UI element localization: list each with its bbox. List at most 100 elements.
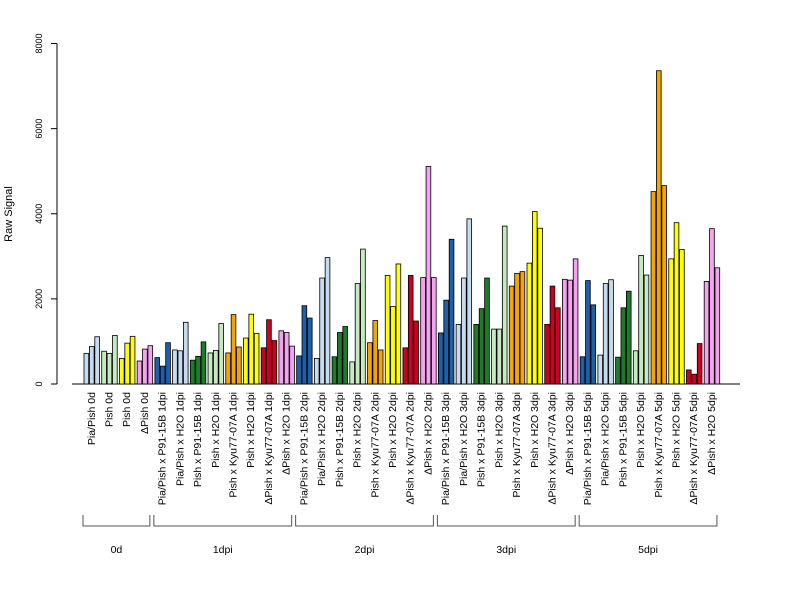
bar (337, 332, 343, 385)
bar (260, 347, 267, 385)
bar (159, 365, 166, 385)
bar (230, 314, 237, 385)
x-tick-label: ΔPish x H2O 2dpi (422, 392, 434, 475)
bar (532, 211, 538, 385)
bar (608, 279, 614, 385)
x-tick-label: Pish x P91-15B 3dpi (476, 392, 488, 487)
bar (89, 346, 95, 385)
bar (491, 328, 497, 385)
bar (526, 262, 533, 385)
bar (313, 358, 320, 385)
bar (331, 356, 338, 385)
bar (632, 350, 639, 385)
bar (172, 349, 178, 385)
x-tick-label: Pia/Pish x P91-15B 5dpi (582, 392, 594, 505)
y-tick-label: 2000 (34, 289, 44, 309)
bar (508, 285, 515, 385)
bar (602, 283, 609, 385)
x-tick-label: Pish x P91-15B 2dpi (334, 392, 346, 487)
x-tick-label: Pia/Pish 0d (86, 392, 98, 445)
x-tick-label: Pia/Pish x H2O 1dpi (174, 392, 186, 486)
bar (136, 360, 143, 385)
bar (501, 225, 508, 385)
bar (253, 332, 260, 385)
group-label: 5dpi (638, 544, 658, 556)
x-tick-label: ΔPish x Kyu77-07A 1dpi (263, 392, 275, 505)
bar (626, 290, 632, 385)
bar (377, 349, 384, 385)
bar (119, 358, 125, 385)
bar (218, 323, 224, 385)
x-tick-labels: Pia/Pish 0d Pish 0d Pish 0d ΔPish 0d Pia/Pis… (86, 392, 718, 505)
x-tick-label: Pish x H2O 1dpi (210, 392, 222, 468)
x-tick-label: ΔPish x H2O 1dpi (281, 392, 293, 475)
bar (213, 349, 219, 385)
bar (349, 361, 355, 385)
bar (189, 359, 196, 385)
bar (278, 330, 285, 385)
bar (283, 332, 290, 385)
bar (83, 352, 90, 385)
bar (703, 281, 710, 385)
bar (466, 218, 473, 385)
x-tick-label: Pish x H2O 3dpi (529, 392, 541, 468)
bar (106, 352, 113, 385)
bar (661, 185, 667, 385)
bar (620, 307, 627, 385)
x-tick-label: Pish x Kyu77-07A 1dpi (228, 392, 240, 498)
bars (83, 70, 721, 385)
bar (384, 275, 391, 385)
bar (478, 308, 485, 385)
x-tick-label: Pish x Kyu77-07A 5dpi (653, 392, 665, 498)
y-tick-label: 6000 (34, 119, 44, 139)
bar (572, 258, 579, 385)
bar (437, 332, 444, 385)
bar (301, 305, 308, 385)
bar (496, 328, 503, 385)
bar (324, 257, 331, 385)
bar (686, 369, 692, 385)
bar (656, 70, 662, 385)
bar (537, 227, 543, 385)
x-tick-label: Pia/Pish x H2O 3dpi (458, 392, 470, 486)
x-tick-label: Pish x H2O 5dpi (635, 392, 647, 468)
group-bracket (436, 515, 576, 527)
group-bracket (295, 515, 434, 527)
x-tick-label: Pia/Pish x P91-15B 1dpi (157, 392, 169, 505)
bar (289, 345, 295, 385)
x-tick-label: ΔPish x Kyu77-07A 3dpi (546, 392, 558, 505)
x-tick-label: Pish x P91-15B 1dpi (192, 392, 204, 487)
bar (425, 166, 432, 385)
x-tick-label: Pia/Pish x H2O 2dpi (316, 392, 328, 486)
bar (207, 352, 214, 385)
bar (461, 277, 467, 385)
y-axis-label: Raw Signal (3, 186, 15, 242)
bar (420, 277, 426, 385)
bar (448, 238, 455, 385)
group-bracket (82, 515, 151, 527)
bar (307, 317, 313, 385)
x-tick-label: Pia/Pish x P91-15B 3dpi (440, 392, 452, 505)
x-tick-label: ΔPish x H2O 5dpi (706, 392, 718, 475)
bar (248, 313, 254, 385)
x-tick-label: Pish x H2O 1dpi (245, 392, 257, 468)
x-tick-label: Pish x H2O 2dpi (352, 392, 364, 468)
x-tick-label: ΔPish x H2O 3dpi (564, 392, 576, 475)
group-brackets: 0d 1dpi 2dpi 3dpi 5dpi (82, 515, 718, 556)
group-label: 2dpi (355, 544, 375, 556)
bar (147, 345, 154, 385)
bar (638, 255, 644, 385)
bar (271, 340, 278, 385)
bar (555, 307, 561, 385)
bar (390, 306, 396, 385)
bar (367, 342, 373, 385)
x-tick-label: ΔPish 0d (139, 392, 151, 434)
bar (402, 347, 409, 385)
bar (407, 275, 414, 385)
bar (195, 355, 201, 385)
x-tick-label: Pish x P91-15B 5dpi (617, 392, 629, 487)
bar (354, 283, 361, 385)
bar (94, 336, 100, 385)
bar (101, 350, 107, 385)
